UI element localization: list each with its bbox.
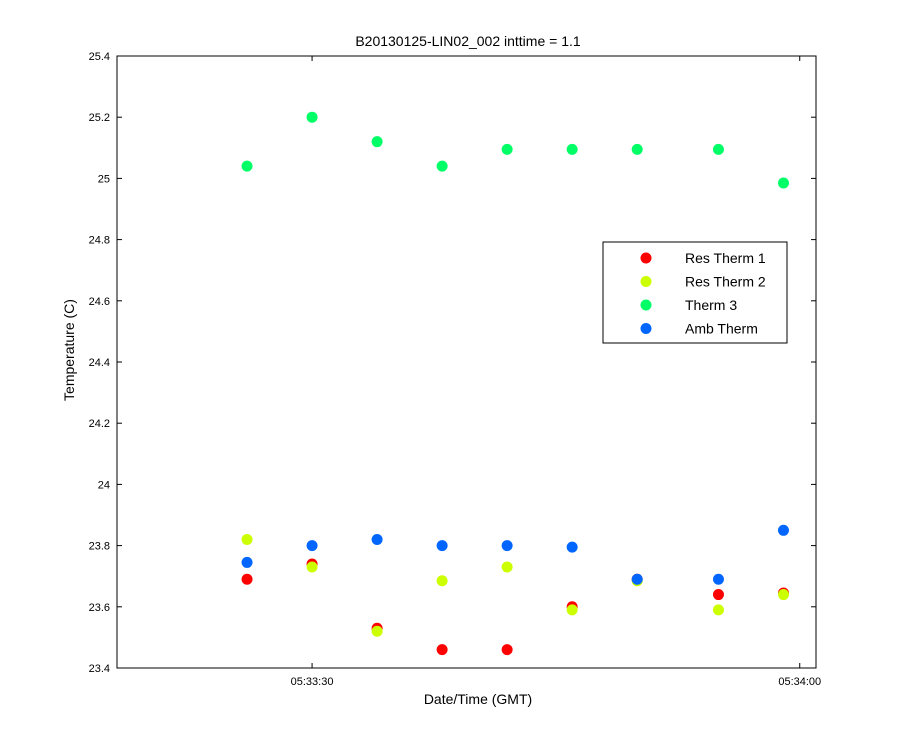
- data-point-res-therm-2: [241, 533, 253, 545]
- data-point-res-therm-1: [436, 644, 448, 656]
- data-point-therm-3: [436, 160, 448, 172]
- data-point-amb-therm: [712, 573, 724, 585]
- y-tick-label: 24.8: [89, 235, 110, 247]
- data-point-res-therm-1: [712, 589, 724, 601]
- data-point-therm-3: [777, 177, 789, 189]
- data-point-res-therm-1: [501, 644, 513, 656]
- x-tick-label: 05:34:00: [778, 676, 821, 688]
- legend-label-amb-therm: Amb Therm: [685, 321, 758, 337]
- data-point-res-therm-2: [777, 589, 789, 601]
- y-tick-label: 23.8: [89, 541, 110, 553]
- legend-marker-therm-3: [640, 299, 652, 311]
- legend-marker-res-therm-1: [640, 252, 652, 264]
- data-point-res-therm-2: [306, 561, 318, 573]
- data-point-amb-therm: [501, 540, 513, 552]
- data-point-therm-3: [566, 143, 578, 155]
- legend-marker-res-therm-2: [640, 276, 652, 287]
- data-point-amb-therm: [371, 533, 383, 545]
- data-point-therm-3: [306, 111, 318, 123]
- data-point-res-therm-2: [371, 625, 383, 637]
- y-tick-label: 25.2: [89, 112, 110, 124]
- data-point-res-therm-1: [241, 573, 253, 585]
- data-point-therm-3: [501, 143, 513, 155]
- data-point-res-therm-2: [712, 604, 724, 616]
- data-point-amb-therm: [241, 556, 253, 568]
- data-point-amb-therm: [436, 540, 448, 552]
- data-point-therm-3: [712, 143, 724, 155]
- y-tick-label: 25: [98, 173, 110, 185]
- y-tick-label: 23.6: [89, 602, 110, 614]
- y-tick-label: 24.4: [89, 357, 110, 369]
- data-point-therm-3: [371, 136, 383, 148]
- x-axis-label: Date/Time (GMT): [424, 691, 532, 707]
- data-point-therm-3: [631, 143, 643, 155]
- data-point-res-therm-2: [436, 575, 448, 587]
- y-tick-label: 24.2: [89, 418, 110, 430]
- legend-label-res-therm-2: Res Therm 2: [685, 274, 766, 290]
- plot-area: 23.4 23.6 23.8 24 24.2 24.4 24.6 24.8 25 25.2 25.4…: [89, 51, 822, 688]
- legend-label-therm-3: Therm 3: [685, 297, 737, 313]
- data-point-amb-therm: [306, 540, 318, 552]
- y-axis-label: Temperature (C): [61, 299, 77, 401]
- data-point-res-therm-2: [501, 561, 513, 573]
- data-point-res-therm-2: [566, 604, 578, 616]
- legend-label-res-therm-1: Res Therm 1: [685, 250, 766, 266]
- y-tick-label: 25.4: [89, 51, 110, 63]
- y-tick-label: 24: [98, 479, 110, 491]
- chart-title: B20130125-LIN02_002 inttime = 1.1: [355, 33, 581, 49]
- data-point-amb-therm: [631, 573, 643, 585]
- legend: Res Therm 1 Res Therm 2 Therm 3 Amb Therm: [602, 241, 788, 344]
- legend-marker-amb-therm: [640, 323, 652, 334]
- data-point-amb-therm: [777, 524, 789, 536]
- data-point-therm-3: [241, 160, 253, 172]
- x-tick-label: 05:33:30: [291, 676, 334, 688]
- y-tick-label: 23.4: [89, 663, 110, 675]
- legend-box: [602, 241, 788, 344]
- y-tick-label: 24.6: [89, 296, 110, 308]
- data-point-amb-therm: [566, 541, 578, 553]
